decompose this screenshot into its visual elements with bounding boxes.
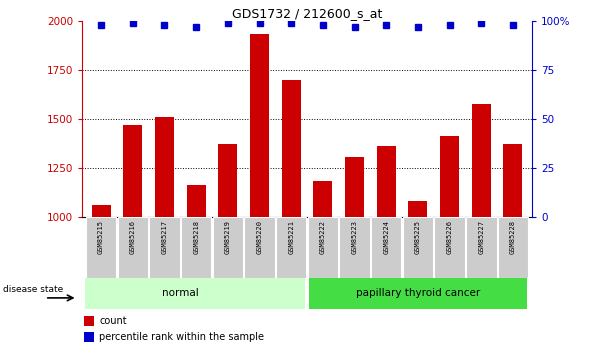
Text: GSM85218: GSM85218 — [193, 220, 199, 254]
Text: GSM85221: GSM85221 — [288, 220, 294, 254]
Bar — [85, 316, 94, 326]
Text: disease state: disease state — [3, 285, 63, 294]
Bar — [440, 136, 459, 217]
Bar — [409, 201, 427, 217]
Text: GSM85223: GSM85223 — [351, 220, 358, 254]
Bar — [244, 217, 275, 278]
Bar — [472, 104, 491, 217]
Bar — [250, 34, 269, 217]
Text: GSM85215: GSM85215 — [98, 220, 104, 254]
Text: count: count — [99, 316, 127, 326]
Text: GSM85219: GSM85219 — [225, 220, 231, 254]
Bar — [377, 146, 396, 217]
Bar — [345, 157, 364, 217]
Bar — [86, 217, 116, 278]
Text: normal: normal — [162, 288, 199, 298]
Text: GSM85216: GSM85216 — [130, 220, 136, 254]
Bar — [213, 217, 243, 278]
Text: GSM85228: GSM85228 — [510, 220, 516, 254]
Bar — [466, 217, 497, 278]
Bar — [313, 181, 333, 217]
Bar — [402, 217, 433, 278]
Bar — [309, 278, 527, 309]
Bar — [498, 217, 528, 278]
Text: papillary thyroid cancer: papillary thyroid cancer — [356, 288, 480, 298]
Bar — [181, 217, 212, 278]
Text: GSM85225: GSM85225 — [415, 220, 421, 254]
Text: GSM85222: GSM85222 — [320, 220, 326, 254]
Bar — [117, 217, 148, 278]
Bar — [92, 205, 111, 217]
Bar — [149, 217, 180, 278]
Text: GSM85224: GSM85224 — [383, 220, 389, 254]
Text: GSM85226: GSM85226 — [447, 220, 452, 254]
Bar — [503, 144, 522, 217]
Bar — [282, 80, 301, 217]
Text: GSM85217: GSM85217 — [162, 220, 167, 254]
Bar — [218, 144, 237, 217]
Text: GSM85220: GSM85220 — [257, 220, 263, 254]
Bar — [85, 278, 305, 309]
Bar — [308, 217, 338, 278]
Bar — [123, 125, 142, 217]
Text: percentile rank within the sample: percentile rank within the sample — [99, 332, 264, 342]
Bar — [371, 217, 401, 278]
Bar — [187, 185, 206, 217]
Bar — [339, 217, 370, 278]
Bar — [276, 217, 306, 278]
Bar — [85, 332, 94, 342]
Bar — [155, 117, 174, 217]
Title: GDS1732 / 212600_s_at: GDS1732 / 212600_s_at — [232, 7, 382, 20]
Text: GSM85227: GSM85227 — [478, 220, 485, 254]
Bar — [434, 217, 465, 278]
